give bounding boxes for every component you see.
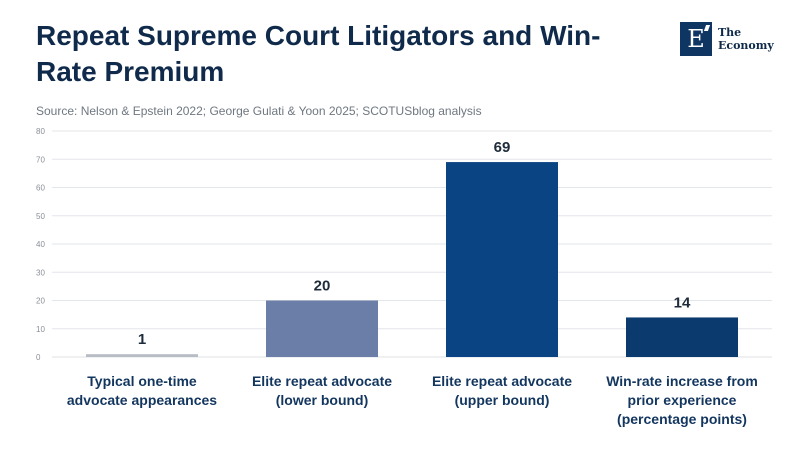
x-tick-label-line: (upper bound): [454, 392, 550, 408]
y-tick-label: 80: [36, 127, 45, 136]
y-tick-label: 60: [36, 184, 45, 193]
bar: [626, 317, 738, 357]
x-tick-label: Elite repeat advocate (upper bound): [412, 372, 592, 410]
data-label: 69: [494, 139, 511, 156]
x-tick-label-line: Typical one-time: [87, 373, 197, 389]
chart-title: Repeat Supreme Court Litigators and Win-…: [36, 20, 601, 87]
data-label: 20: [314, 278, 331, 295]
x-tick-label-line: (percentage points): [617, 411, 747, 427]
y-tick-label: 30: [36, 268, 45, 277]
x-tick-label-line: Elite repeat advocate: [251, 373, 393, 389]
bar: [86, 354, 198, 357]
y-tick-label: 10: [36, 325, 45, 334]
logo-mark-letter: E: [687, 25, 705, 53]
publisher-logo: E The Economy: [680, 22, 774, 56]
data-label: 14: [674, 294, 691, 311]
logo-text: The Economy: [718, 26, 774, 52]
logo-line-1: The: [718, 26, 742, 39]
value-labels: 1 20 69 14: [138, 139, 691, 348]
x-tick-label: Typical one-time advocate appearances: [52, 372, 232, 410]
logo-e-icon: E: [680, 22, 712, 56]
y-tick-label: 50: [36, 212, 45, 221]
x-tick-label: Elite repeat advocate (lower bound): [232, 372, 412, 410]
data-label: 1: [138, 331, 146, 348]
x-tick-label-line: advocate appearances: [66, 392, 218, 408]
bar: [446, 162, 558, 357]
y-tick-label: 0: [36, 353, 41, 362]
x-tick-label: Win-rate increase from prior experience (p…: [592, 372, 772, 429]
x-tick-label-line: prior experience: [627, 392, 737, 408]
y-tick-label: 20: [36, 297, 45, 306]
source-note: Source: Nelson & Epstein 2022; George Gu…: [36, 104, 482, 118]
x-tick-label-line: Win-rate increase from: [606, 373, 758, 389]
logo-line-2: Economy: [718, 39, 774, 52]
x-tick-label-line: (lower bound): [275, 392, 369, 408]
y-tick-label: 40: [36, 240, 45, 249]
bar: [266, 300, 378, 357]
bars: [86, 162, 738, 357]
y-tick-label: 70: [36, 155, 45, 164]
x-tick-label-line: Elite repeat advocate: [431, 373, 573, 389]
